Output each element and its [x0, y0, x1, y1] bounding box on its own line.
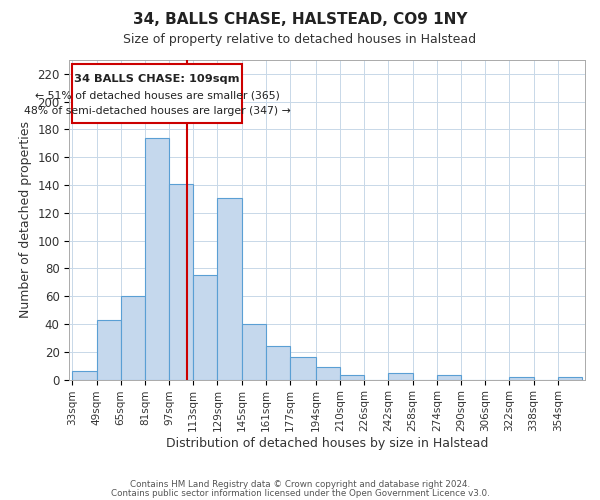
Text: 48% of semi-detached houses are larger (347) →: 48% of semi-detached houses are larger (… [23, 106, 290, 116]
Bar [242, 324, 266, 380]
Bar [217, 198, 242, 380]
X-axis label: Distribution of detached houses by size in Halstead: Distribution of detached houses by size … [166, 437, 488, 450]
Bar [145, 138, 169, 380]
Bar [73, 372, 97, 380]
Bar [121, 296, 145, 380]
Text: Size of property relative to detached houses in Halstead: Size of property relative to detached ho… [124, 32, 476, 46]
Bar [340, 376, 364, 380]
Text: 34, BALLS CHASE, HALSTEAD, CO9 1NY: 34, BALLS CHASE, HALSTEAD, CO9 1NY [133, 12, 467, 28]
Text: 34 BALLS CHASE: 109sqm: 34 BALLS CHASE: 109sqm [74, 74, 240, 84]
Bar [316, 367, 340, 380]
Bar [509, 377, 533, 380]
Text: Contains public sector information licensed under the Open Government Licence v3: Contains public sector information licen… [110, 488, 490, 498]
Bar [290, 358, 316, 380]
Bar [169, 184, 193, 380]
Y-axis label: Number of detached properties: Number of detached properties [19, 122, 32, 318]
Bar [193, 276, 217, 380]
Bar [266, 346, 290, 380]
Text: ← 51% of detached houses are smaller (365): ← 51% of detached houses are smaller (36… [35, 90, 280, 101]
FancyBboxPatch shape [71, 64, 242, 122]
Text: Contains HM Land Registry data © Crown copyright and database right 2024.: Contains HM Land Registry data © Crown c… [130, 480, 470, 489]
Bar [388, 372, 413, 380]
Bar [558, 377, 582, 380]
Bar [97, 320, 121, 380]
Bar [437, 376, 461, 380]
